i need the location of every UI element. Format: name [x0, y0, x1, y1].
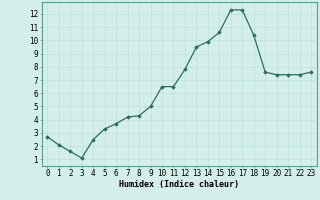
X-axis label: Humidex (Indice chaleur): Humidex (Indice chaleur)	[119, 180, 239, 189]
